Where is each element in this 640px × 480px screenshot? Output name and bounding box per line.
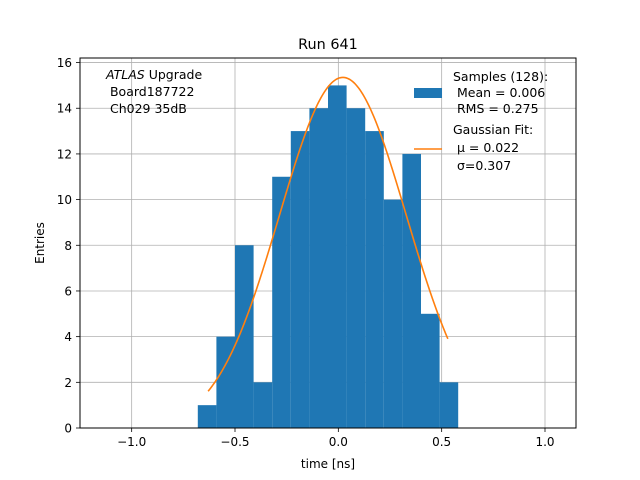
- gaussian-fit-line: [207, 76, 449, 392]
- y-tick-label: 16: [57, 56, 72, 70]
- histogram-bar: [309, 108, 328, 428]
- x-tick-label: 1.0: [535, 435, 554, 449]
- histogram-bar: [272, 176, 291, 428]
- y-tick-label: 14: [57, 102, 72, 116]
- chart-title: Run 641: [298, 37, 358, 53]
- x-tick-label: 0.0: [329, 435, 348, 449]
- y-axis-label: Entries: [33, 222, 47, 264]
- histogram-bar: [421, 313, 440, 428]
- legend-samples-mean: Mean = 0.006: [453, 85, 545, 100]
- y-tick-label: 6: [64, 284, 72, 298]
- histogram-bar: [346, 108, 366, 428]
- histogram-bar: [197, 405, 217, 428]
- legend-samples-title: Samples (128):: [453, 69, 548, 84]
- y-tick-label: 10: [57, 193, 72, 207]
- gaussian-fit-curve: [207, 76, 449, 392]
- x-axis-label: time [ns]: [301, 457, 355, 471]
- x-axis-ticks: −1.0 −0.5 0.0 0.5 1.0: [117, 428, 555, 449]
- histogram-bar: [365, 131, 384, 428]
- board-annotation: ATLAS Upgrade Board187722 Ch029 35dB: [105, 67, 202, 116]
- y-axis-ticks: 0 2 4 6 8 10 12 14 16: [57, 56, 80, 436]
- y-tick-label: 12: [57, 147, 72, 161]
- legend-fit-title: Gaussian Fit:: [453, 122, 533, 137]
- histogram-bar: [328, 85, 347, 428]
- annotation-line-3: Ch029 35dB: [106, 101, 187, 116]
- legend: Samples (128): Mean = 0.006 RMS = 0.275 …: [414, 69, 548, 173]
- x-tick-label: −1.0: [117, 435, 146, 449]
- histogram-bar: [216, 336, 235, 428]
- annotation-line-1: ATLAS Upgrade: [105, 67, 202, 82]
- axes-frame: [79, 57, 577, 429]
- histogram-bars: [197, 85, 459, 429]
- histogram-bar: [235, 245, 254, 428]
- y-tick-label: 4: [64, 330, 72, 344]
- histogram-bar: [290, 131, 310, 428]
- legend-samples-rms: RMS = 0.275: [453, 101, 539, 116]
- histogram-bar: [402, 153, 421, 429]
- histogram-bar: [383, 199, 403, 428]
- y-tick-label: 0: [64, 422, 72, 436]
- annotation-atlas-word: ATLAS: [105, 67, 145, 82]
- x-tick-label: 0.5: [432, 435, 451, 449]
- y-tick-label: 2: [64, 376, 72, 390]
- histogram-bar: [439, 382, 459, 428]
- annotation-line-2: Board187722: [106, 84, 194, 99]
- histogram-bar: [253, 382, 273, 428]
- legend-samples-swatch: [414, 88, 442, 98]
- legend-fit-mu: μ = 0.022: [453, 140, 519, 155]
- legend-fit-sigma: σ=0.307: [453, 158, 511, 173]
- x-tick-label: −0.5: [220, 435, 249, 449]
- annotation-line-1-rest: Upgrade: [145, 67, 203, 82]
- y-tick-label: 8: [64, 239, 72, 253]
